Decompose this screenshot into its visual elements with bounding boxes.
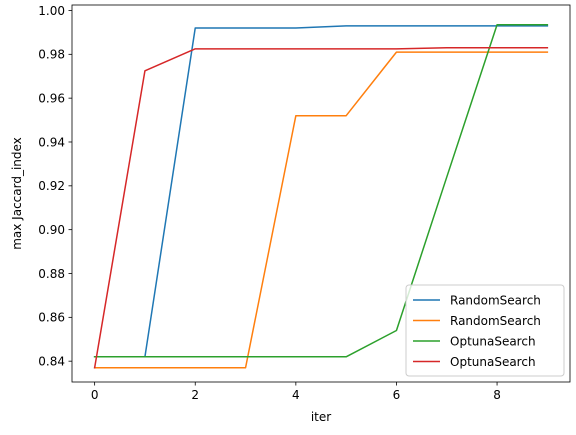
series-line-2 — [93, 51, 549, 369]
y-tick-label: 0.94 — [38, 135, 65, 149]
y-tick-label: 0.96 — [38, 91, 65, 105]
y-tick-label: 0.98 — [38, 48, 65, 62]
y-tick-label: 0.92 — [38, 179, 65, 193]
x-tick-label: 6 — [393, 388, 401, 402]
legend-label: RandomSearch — [450, 293, 541, 307]
y-axis-label: max Jaccard_index — [10, 137, 24, 250]
legend-label: OptunaSearch — [450, 334, 536, 348]
x-tick-label: 0 — [91, 388, 99, 402]
series-line-4 — [93, 46, 549, 369]
legend-label: RandomSearch — [450, 314, 541, 328]
x-axis-label: iter — [311, 410, 331, 424]
legend: RandomSearch RandomSearch OptunaSearch Optu… — [405, 284, 565, 377]
series-layer — [93, 23, 549, 369]
y-tick-label: 0.84 — [38, 354, 65, 368]
series-line-3 — [93, 23, 549, 358]
y-tick-label: 0.90 — [38, 223, 65, 237]
y-tick-label: 0.88 — [38, 267, 65, 281]
y-tick-label: 1.00 — [38, 4, 65, 18]
x-tick-label: 8 — [493, 388, 501, 402]
x-tick-label: 2 — [191, 388, 199, 402]
x-tick-label: 4 — [292, 388, 300, 402]
axes-layer: 0 2 4 6 8 0.84 0.86 0.88 0.90 0.92 0.94 0.96 0.98 1.0… — [38, 4, 571, 402]
axes-frame — [71, 4, 571, 383]
legend-box — [405, 284, 565, 377]
series-line-1 — [93, 25, 549, 358]
legend-label: OptunaSearch — [450, 355, 536, 369]
y-tick-label: 0.86 — [38, 311, 65, 325]
